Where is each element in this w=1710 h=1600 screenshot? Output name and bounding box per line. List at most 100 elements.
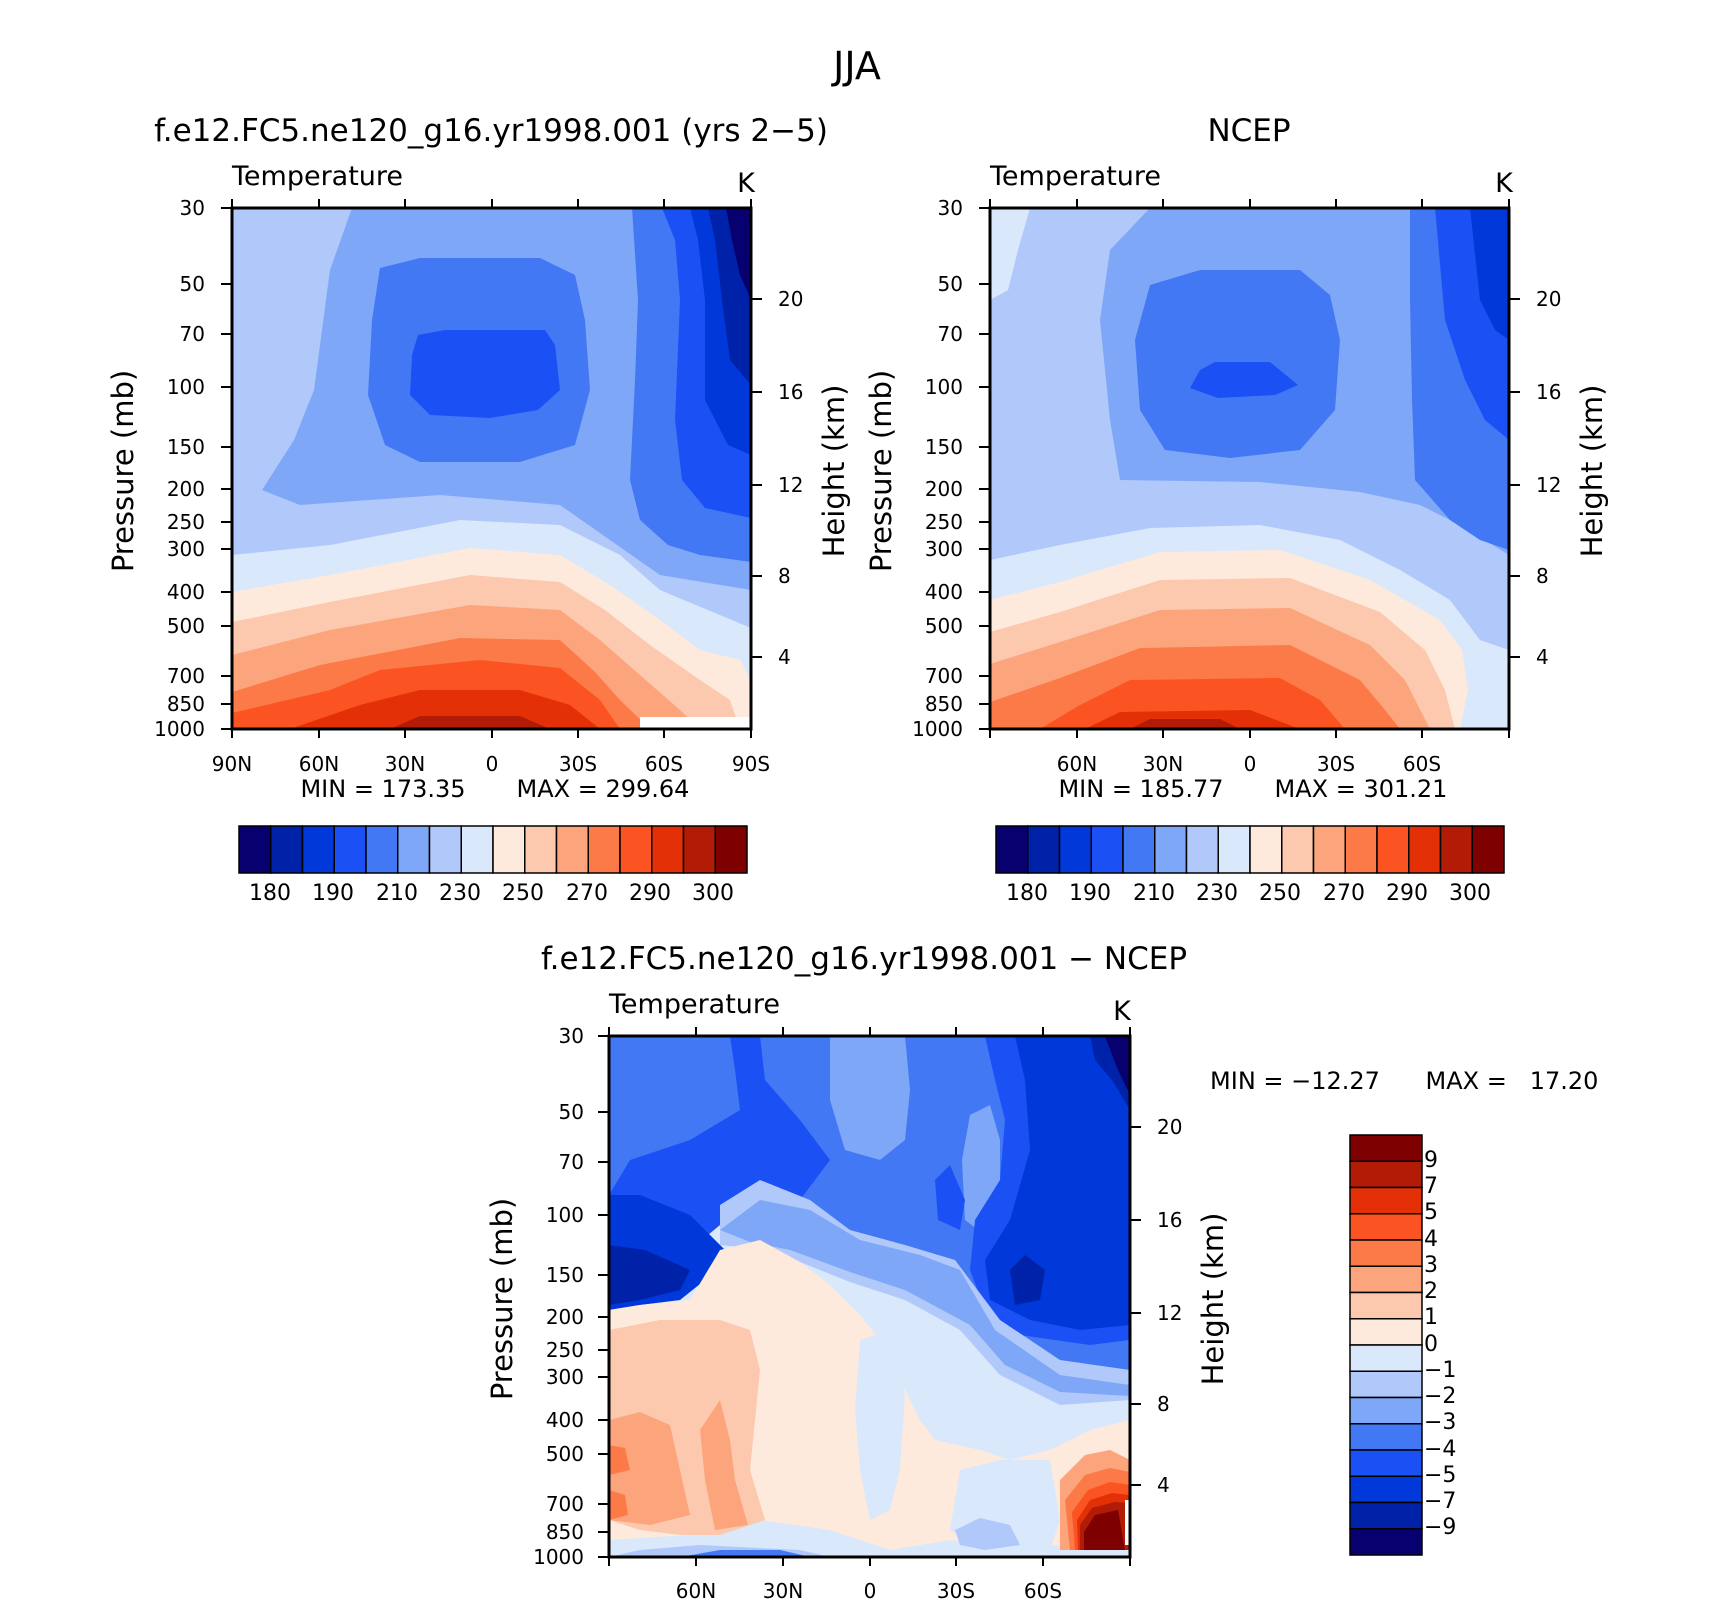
colorbar-swatch [1349, 1344, 1423, 1372]
xticks-bottom [231, 729, 752, 738]
band-300-max [1130, 719, 1240, 729]
missing-data [1125, 1500, 1130, 1545]
ytick-label: 1000 [533, 1545, 584, 1569]
colorbar-label: 4 [1424, 1227, 1438, 1252]
band-pos-2-3-b [700, 1400, 748, 1530]
colorbar-swatch [619, 825, 653, 874]
colorbar-label: −2 [1424, 1384, 1456, 1409]
y2tick-label: 20 [1536, 287, 1561, 311]
band-pos-3-4 [609, 1445, 630, 1475]
colorbar-swatch [1344, 825, 1378, 874]
y2tick-label: 12 [778, 473, 803, 497]
band-neg-2-south [955, 1518, 1020, 1550]
xtick-label: 60S [1403, 752, 1441, 776]
xtick-label: 60N [676, 1579, 716, 1600]
colorbar-swatch [1281, 825, 1315, 874]
ytick-label: 150 [546, 1263, 584, 1287]
colorbar-swatch [1349, 1475, 1423, 1504]
colorbar-label: 180 [1006, 881, 1048, 906]
ytick-label: 300 [167, 537, 205, 561]
colorbar-labels: 180 190 210 230 250 270 290 300 [1006, 881, 1491, 906]
ytick-label: 30 [559, 1024, 584, 1048]
min-label: MIN = 173.35 [300, 775, 465, 803]
colorbar-label: 7 [1424, 1174, 1438, 1199]
colorbar-label: 270 [566, 881, 608, 906]
colorbar-label: −5 [1424, 1463, 1456, 1488]
colorbar-label: 290 [629, 881, 671, 906]
y2ticks [1509, 298, 1520, 658]
ytick-label: 200 [546, 1305, 584, 1329]
colorbar-label: 190 [312, 881, 354, 906]
y-axis-label: Pressure (mb) [864, 370, 898, 572]
ytick-label: 200 [167, 477, 205, 501]
ytick-label: 700 [167, 664, 205, 688]
yticks [598, 1035, 609, 1558]
ytick-label: 400 [546, 1408, 584, 1432]
panel-ncep: NCEP Temperature K [864, 113, 1609, 906]
colorbar-label: −3 [1424, 1410, 1456, 1435]
colorbar-swatch [460, 825, 494, 874]
colorbar-swatch [1376, 825, 1410, 874]
missing-data [640, 717, 751, 729]
colorbar-label: 3 [1424, 1253, 1438, 1278]
ytick-label: 100 [546, 1203, 584, 1227]
xticks-bottom [989, 729, 1510, 738]
y-axis-label: Pressure (mb) [106, 370, 140, 572]
y2tick-label: 16 [1536, 380, 1561, 404]
colorbar-swatch [1408, 825, 1442, 874]
band-strat-neg-2 [830, 1036, 910, 1160]
xtick-label: 0 [486, 752, 499, 776]
ytick-label: 850 [546, 1520, 584, 1544]
band-300-max [390, 716, 550, 729]
colorbar-swatch [995, 825, 1029, 874]
y2tick-label: 20 [778, 287, 803, 311]
colorbar-label: 9 [1424, 1148, 1438, 1173]
xtick-label: 30N [385, 752, 425, 776]
y2tick-label: 4 [778, 645, 791, 669]
band-strat-neg-7-b [1010, 1255, 1045, 1305]
colorbar-labels: 180 190 210 230 250 270 290 300 [249, 881, 734, 906]
colorbar-swatch [1185, 825, 1219, 874]
colorbar-label: 230 [1196, 881, 1238, 906]
ytick-label: 150 [925, 435, 963, 459]
ytick-label: 250 [925, 510, 963, 534]
band-strat-neg-4-b [935, 1165, 965, 1230]
colorbar-label: 190 [1069, 881, 1111, 906]
xtick-label: 90N [212, 752, 252, 776]
yticks [221, 207, 232, 730]
colorbar-labels: 9 7 5 4 3 2 1 0 −1 −2 −3 −4 −5 −7 −9 [1424, 1148, 1456, 1540]
colorbar-swatch [1349, 1239, 1423, 1267]
ytick-label: 700 [546, 1492, 584, 1516]
colorbar-swatch [1349, 1501, 1423, 1530]
xtick-label: 90S [732, 752, 770, 776]
band-upper-trop-neg-2 [720, 1200, 1130, 1396]
y2-axis-label: Height (km) [1575, 385, 1609, 558]
ytick-label: 30 [938, 196, 963, 220]
colorbar-label: 300 [692, 881, 734, 906]
y2tick-labels: 20 16 12 8 4 [1536, 287, 1561, 669]
ytick-label: 500 [546, 1442, 584, 1466]
panel-title: NCEP [1207, 113, 1290, 149]
xtick-label: 30S [559, 752, 597, 776]
y2tick-label: 4 [1536, 645, 1549, 669]
max-label: MAX = 299.64 [517, 775, 690, 803]
colorbar-swatch [1154, 825, 1188, 874]
colorbar-label: −7 [1424, 1489, 1456, 1514]
band-pos-3-4-b [609, 1490, 628, 1520]
xtick-label: 30S [937, 1579, 975, 1600]
ytick-label: 250 [167, 510, 205, 534]
colorbar-label: 2 [1424, 1279, 1438, 1304]
colorbar-label: −1 [1424, 1358, 1456, 1383]
xtick-labels: 60N 30N 0 30S 60S [1057, 752, 1441, 776]
band-strat-neg-9 [1105, 1036, 1130, 1095]
xtick-label: 60N [299, 752, 339, 776]
colorbar-label: 290 [1386, 881, 1428, 906]
colorbar-swatch [524, 825, 558, 874]
colorbar-swatch [1349, 1134, 1423, 1162]
colorbar-swatch [492, 825, 526, 874]
colorbar-swatch [555, 825, 589, 874]
y2tick-label: 12 [1157, 1301, 1182, 1325]
ytick-label: 700 [925, 664, 963, 688]
ytick-label: 250 [546, 1338, 584, 1362]
band-neg-1-islands [855, 1330, 905, 1520]
